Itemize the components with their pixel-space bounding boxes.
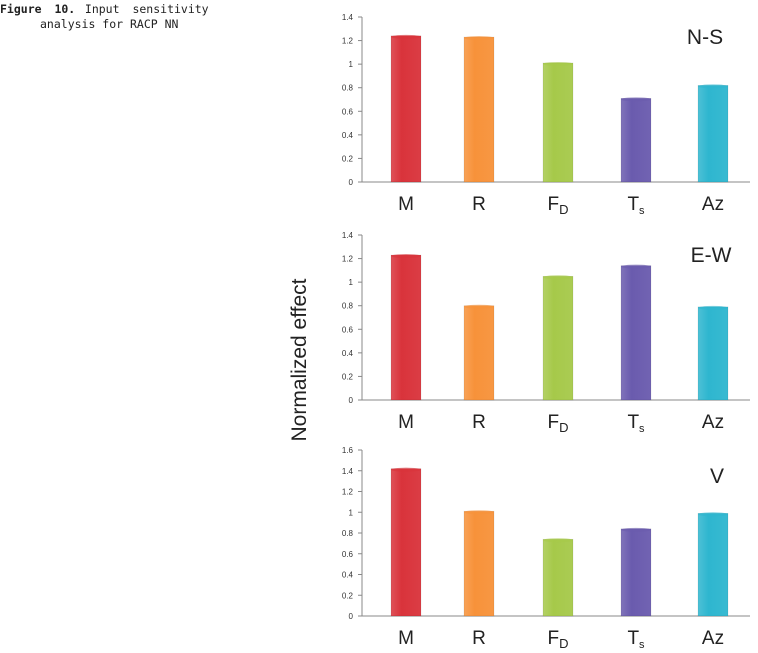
bar-ts [620, 265, 652, 401]
chart-panel-e-w: 0 0.2 0.4 0.6 0.8 1 1.2 1.4 M R FD Ts Az E-W [342, 231, 750, 435]
y-tick-label: 1 [349, 60, 354, 69]
x-tick-label: FD [548, 628, 569, 651]
y-tick-label: 0.2 [342, 591, 354, 600]
chart-title: N-S [687, 26, 723, 49]
bar-cap [464, 304, 494, 309]
x-tick-label: R [472, 194, 486, 215]
bar-m [390, 468, 422, 617]
chart-title: E-W [691, 244, 732, 267]
x-tick-label: M [398, 194, 414, 215]
y-tick-label: 0.2 [342, 372, 354, 381]
y-tick-label: 1.2 [342, 488, 354, 497]
bar-cap [698, 84, 728, 89]
x-tick-label: Ts [627, 194, 645, 217]
y-tick-label: 0.8 [342, 84, 354, 93]
y-tick-label: 0.4 [342, 349, 354, 358]
bar-cap [464, 510, 494, 515]
x-tick-label: Az [702, 194, 724, 215]
x-tick-label: R [472, 412, 486, 433]
x-tick-label: Az [702, 412, 724, 433]
bar-cap [391, 34, 421, 39]
bar-cap [621, 264, 651, 269]
x-tick-label: Az [702, 628, 724, 649]
figure-caption-line1: Input sensitivity [84, 2, 209, 16]
y-tick-label: 0 [349, 178, 354, 187]
bar-az [697, 306, 729, 401]
bar-m [390, 35, 422, 183]
x-tick-label: M [398, 628, 414, 649]
x-tick-label: FD [548, 412, 569, 435]
bar-cap [391, 467, 421, 472]
bar-r [463, 510, 495, 617]
chart-title: V [710, 465, 724, 488]
bar-cap [543, 61, 573, 66]
bar-cap [621, 527, 651, 532]
y-tick-label: 1.4 [342, 467, 354, 476]
y-tick-label: 1.6 [342, 446, 354, 455]
y-tick-label: 0.4 [342, 571, 354, 580]
bar-cap [698, 305, 728, 310]
bar-cap [464, 36, 494, 41]
y-tick-label: 0 [349, 612, 354, 621]
x-tick-label: Ts [627, 628, 645, 651]
bar-fd [542, 538, 574, 617]
y-tick-label: 1.4 [342, 231, 354, 240]
y-tick-label: 0.6 [342, 107, 354, 116]
bar-cap [391, 254, 421, 259]
y-tick-label: 0 [349, 396, 354, 405]
bar-cap [543, 538, 573, 543]
bar-ts [620, 528, 652, 617]
y-tick-label: 0.2 [342, 154, 354, 163]
x-tick-label: FD [548, 194, 569, 217]
bar-ts [620, 98, 652, 183]
bar-cap [543, 275, 573, 280]
figure-caption: Figure 10. Input sensitivity analysis fo… [0, 2, 230, 32]
y-tick-label: 1 [349, 508, 354, 517]
bar-az [697, 512, 729, 617]
bar-r [463, 305, 495, 401]
bar-fd [542, 62, 574, 183]
x-tick-label: R [472, 628, 486, 649]
bar-r [463, 36, 495, 183]
y-tick-label: 1.2 [342, 255, 354, 264]
y-tick-label: 0.4 [342, 131, 354, 140]
y-tick-label: 0.8 [342, 529, 354, 538]
bar-az [697, 85, 729, 183]
y-tick-label: 1.4 [342, 13, 354, 22]
chart-panel-v: 0 0.2 0.4 0.6 0.8 1 1.2 1.4 1.6 M R FD Ts Az V [342, 446, 750, 651]
x-tick-label: Ts [627, 412, 645, 435]
bar-fd [542, 275, 574, 401]
bar-cap [698, 512, 728, 517]
chart-panel-n-s: 0 0.2 0.4 0.6 0.8 1 1.2 1.4 M R FD Ts Az N-S [342, 13, 750, 217]
y-tick-label: 0.8 [342, 302, 354, 311]
figure-label: Figure 10. [0, 2, 76, 16]
y-axis-label-container: Normalized effect [288, 278, 311, 441]
y-tick-label: 0.6 [342, 550, 354, 559]
y-tick-label: 1 [349, 278, 354, 287]
figure-caption-line2: analysis for RACP NN [40, 17, 179, 31]
x-tick-label: M [398, 412, 414, 433]
bar-m [390, 254, 422, 401]
y-tick-label: 1.2 [342, 37, 354, 46]
y-axis-label: Normalized effect [288, 278, 311, 441]
y-tick-label: 0.6 [342, 325, 354, 334]
bar-cap [621, 97, 651, 102]
